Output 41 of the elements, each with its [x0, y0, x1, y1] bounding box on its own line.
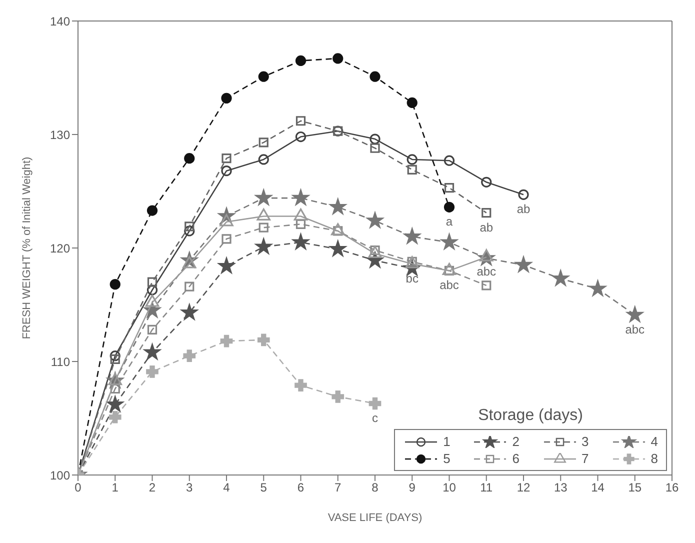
- x-tick-label: 0: [74, 480, 82, 495]
- x-tick-label: 15: [628, 480, 642, 495]
- legend-label: 3: [582, 434, 589, 449]
- legend-label: 2: [512, 434, 520, 449]
- annotation: abc: [625, 322, 645, 336]
- x-tick-label: 10: [442, 480, 456, 495]
- legend-label: 1: [443, 434, 450, 449]
- x-tick-label: 12: [516, 480, 530, 495]
- legend-label: 4: [650, 434, 658, 449]
- x-tick-label: 3: [186, 480, 194, 495]
- legend-label: 5: [443, 451, 450, 466]
- annotation: abc: [440, 278, 459, 292]
- x-tick-label: 8: [372, 480, 379, 495]
- legend-title: Storage (days): [477, 407, 584, 425]
- y-tick-label: 120: [50, 241, 70, 256]
- x-tick-label: 2: [148, 480, 156, 495]
- annotation: bc: [406, 271, 418, 286]
- legend-label: 7: [582, 451, 589, 466]
- x-tick-label: 1: [112, 480, 119, 495]
- y-tick-label: 100: [50, 468, 70, 482]
- legend-label: 8: [650, 451, 658, 466]
- y-tick-label: 140: [50, 14, 70, 28]
- x-tick-label: 4: [223, 480, 230, 495]
- annotation: c: [372, 411, 378, 426]
- y-axis-title: FRESH WEIGHT (% of Initial Weight): [20, 156, 33, 340]
- annotation: abc: [476, 264, 496, 279]
- x-tick-label: 5: [260, 480, 268, 495]
- x-tick-label: 9: [408, 480, 416, 495]
- x-axis-title: VASE LIFE (DAYS): [328, 512, 422, 524]
- annotation: ab: [516, 202, 530, 216]
- x-tick-label: 11: [480, 480, 493, 495]
- x-tick-label: 7: [334, 480, 342, 495]
- y-tick-label: 110: [50, 354, 70, 369]
- annotation: ab: [480, 220, 494, 234]
- x-tick-label: 14: [591, 480, 605, 495]
- x-tick-label: 6: [297, 480, 304, 495]
- annotation: a: [446, 214, 453, 229]
- legend-label: 6: [512, 451, 520, 466]
- x-tick-label: 13: [554, 480, 568, 495]
- y-tick-label: 130: [50, 128, 70, 142]
- x-tick-label: 16: [665, 480, 679, 495]
